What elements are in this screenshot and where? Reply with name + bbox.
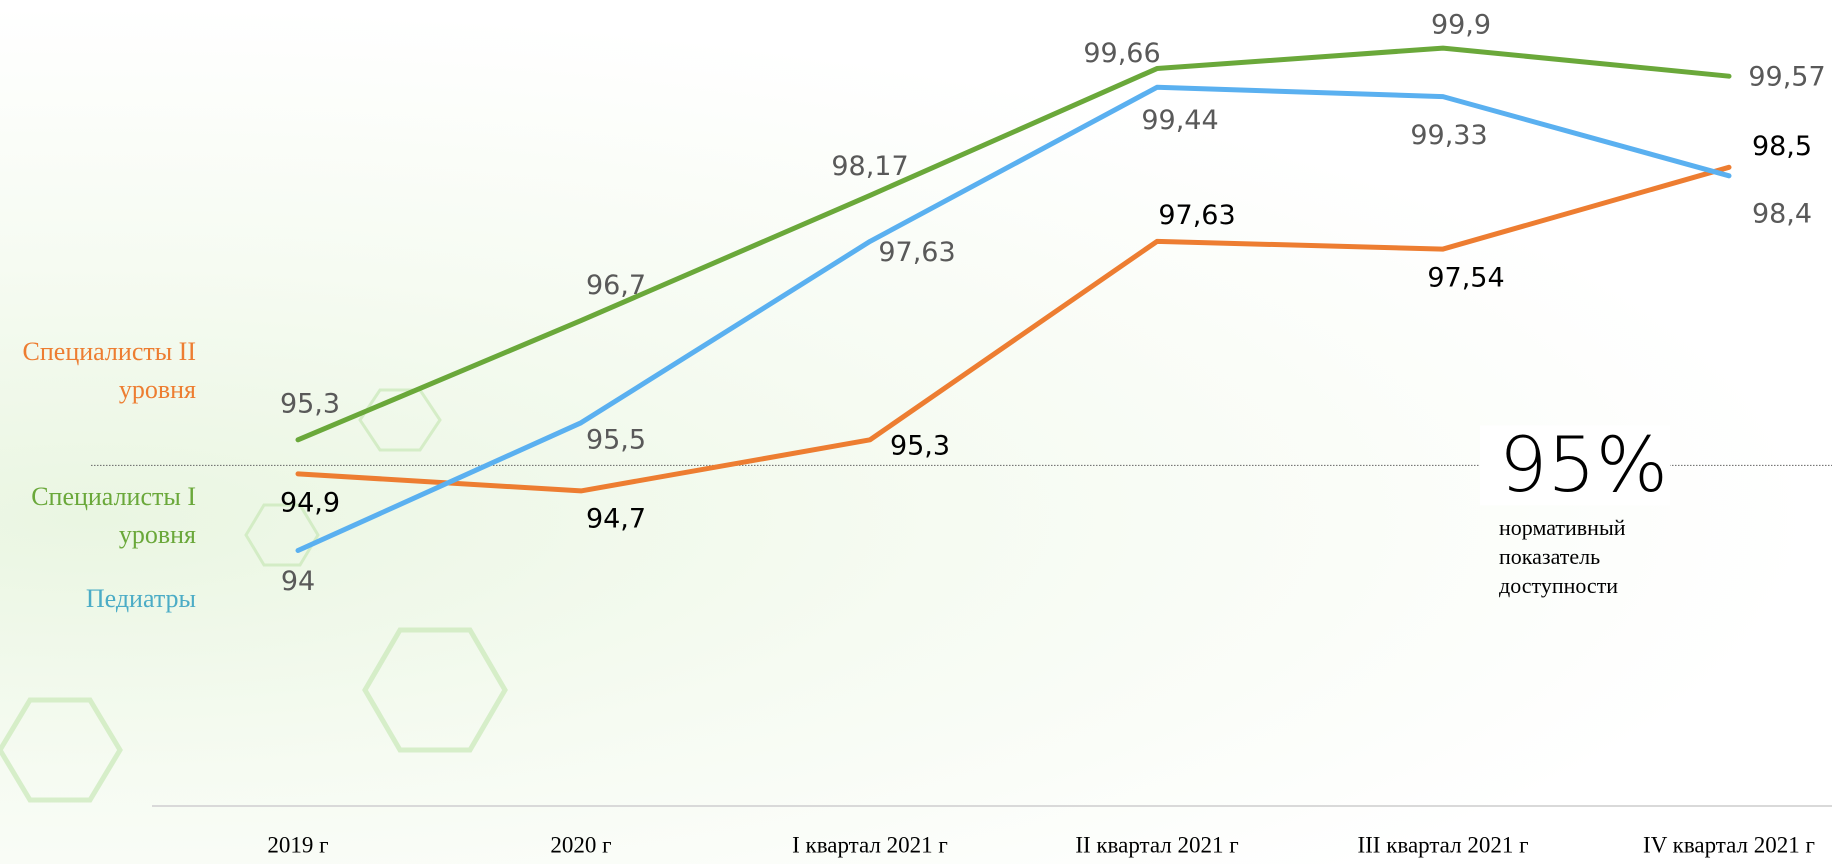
value-label: 99,9 <box>1431 10 1491 41</box>
legend-label: Педиатры <box>0 580 196 618</box>
value-label: 97,54 <box>1427 263 1504 294</box>
value-label: 95,3 <box>280 388 340 419</box>
value-label: 99,66 <box>1083 38 1160 69</box>
value-label: 98,17 <box>831 151 908 182</box>
value-label: 94 <box>281 566 315 597</box>
x-tick-label: IV квартал 2021 г <box>1643 832 1815 857</box>
value-label: 99,44 <box>1141 105 1218 136</box>
x-tick-label: II квартал 2021 г <box>1075 832 1238 857</box>
x-tick-label: 2020 г <box>550 832 611 857</box>
series-line <box>298 48 1729 440</box>
x-tick-label: I квартал 2021 г <box>792 832 948 857</box>
value-label: 99,57 <box>1748 62 1825 93</box>
value-label: 95,5 <box>586 424 646 455</box>
legend-label: Специалисты II уровня <box>0 333 196 409</box>
value-label: 98,5 <box>1752 131 1812 162</box>
x-tick-label: III квартал 2021 г <box>1357 832 1528 857</box>
value-label: 96,7 <box>586 270 646 301</box>
page: {"chart_data": {"type": "line", "categor… <box>0 0 1832 864</box>
value-label: 97,63 <box>1158 200 1235 231</box>
value-label: 94,7 <box>586 503 646 534</box>
value-label: 99,33 <box>1410 120 1487 151</box>
value-label: 98,4 <box>1752 198 1812 229</box>
reference-label: 95% <box>1499 425 1668 505</box>
reference-note: нормативный показатель доступности <box>1499 513 1669 600</box>
legend-label: Специалисты I уровня <box>0 478 196 554</box>
value-label: 97,63 <box>878 237 955 268</box>
x-tick-label: 2019 г <box>267 832 328 857</box>
value-label: 95,3 <box>890 430 950 461</box>
value-label: 94,9 <box>280 487 340 518</box>
